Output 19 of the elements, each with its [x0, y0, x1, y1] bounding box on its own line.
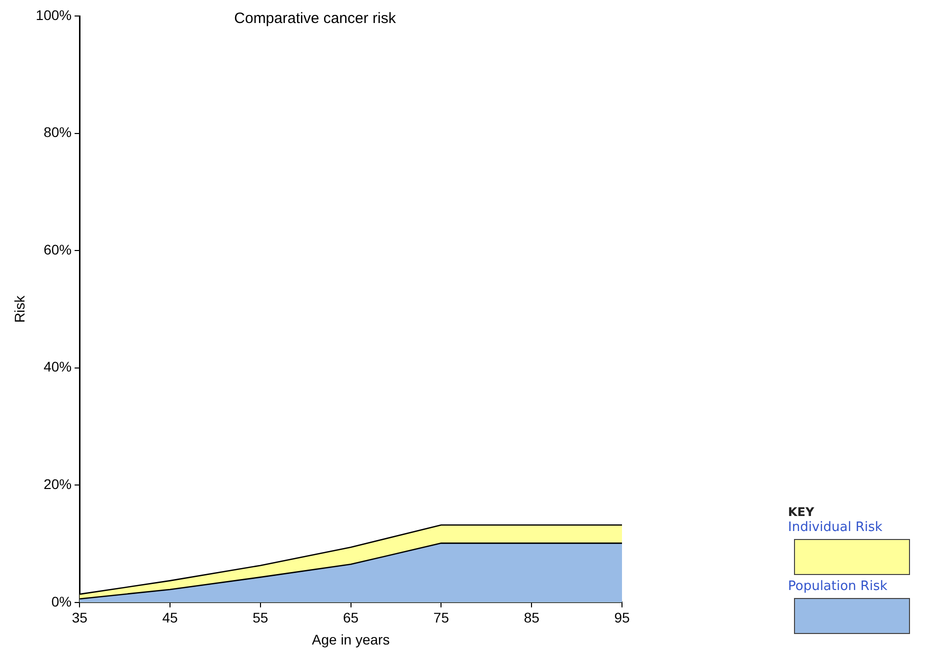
x-tick-label: 35 [72, 610, 88, 626]
text: Individual Risk [788, 520, 884, 535]
x-tick-label: 75 [433, 610, 450, 626]
text: Population Risk [788, 579, 888, 594]
x-axis-title: Age in years [312, 631, 390, 648]
y-tick-label: 0% [51, 593, 72, 610]
x-tick-label: 55 [252, 610, 268, 626]
legend-title: KEY [788, 505, 816, 519]
x-tick-label: 65 [343, 610, 359, 626]
y-tick-label: 20% [44, 476, 72, 492]
y-tick-label: 60% [44, 241, 72, 258]
x-tick-label: 85 [524, 610, 540, 626]
y-tick-label: 100% [36, 6, 72, 23]
x-tick-label: 95 [614, 610, 630, 626]
chart-title: Comparative cancer risk [234, 10, 396, 28]
y-tick-label: 80% [44, 124, 72, 140]
x-tick-label: 45 [162, 610, 178, 626]
y-tick-label: 40% [44, 358, 72, 375]
y-axis-title: Risk [11, 294, 28, 323]
